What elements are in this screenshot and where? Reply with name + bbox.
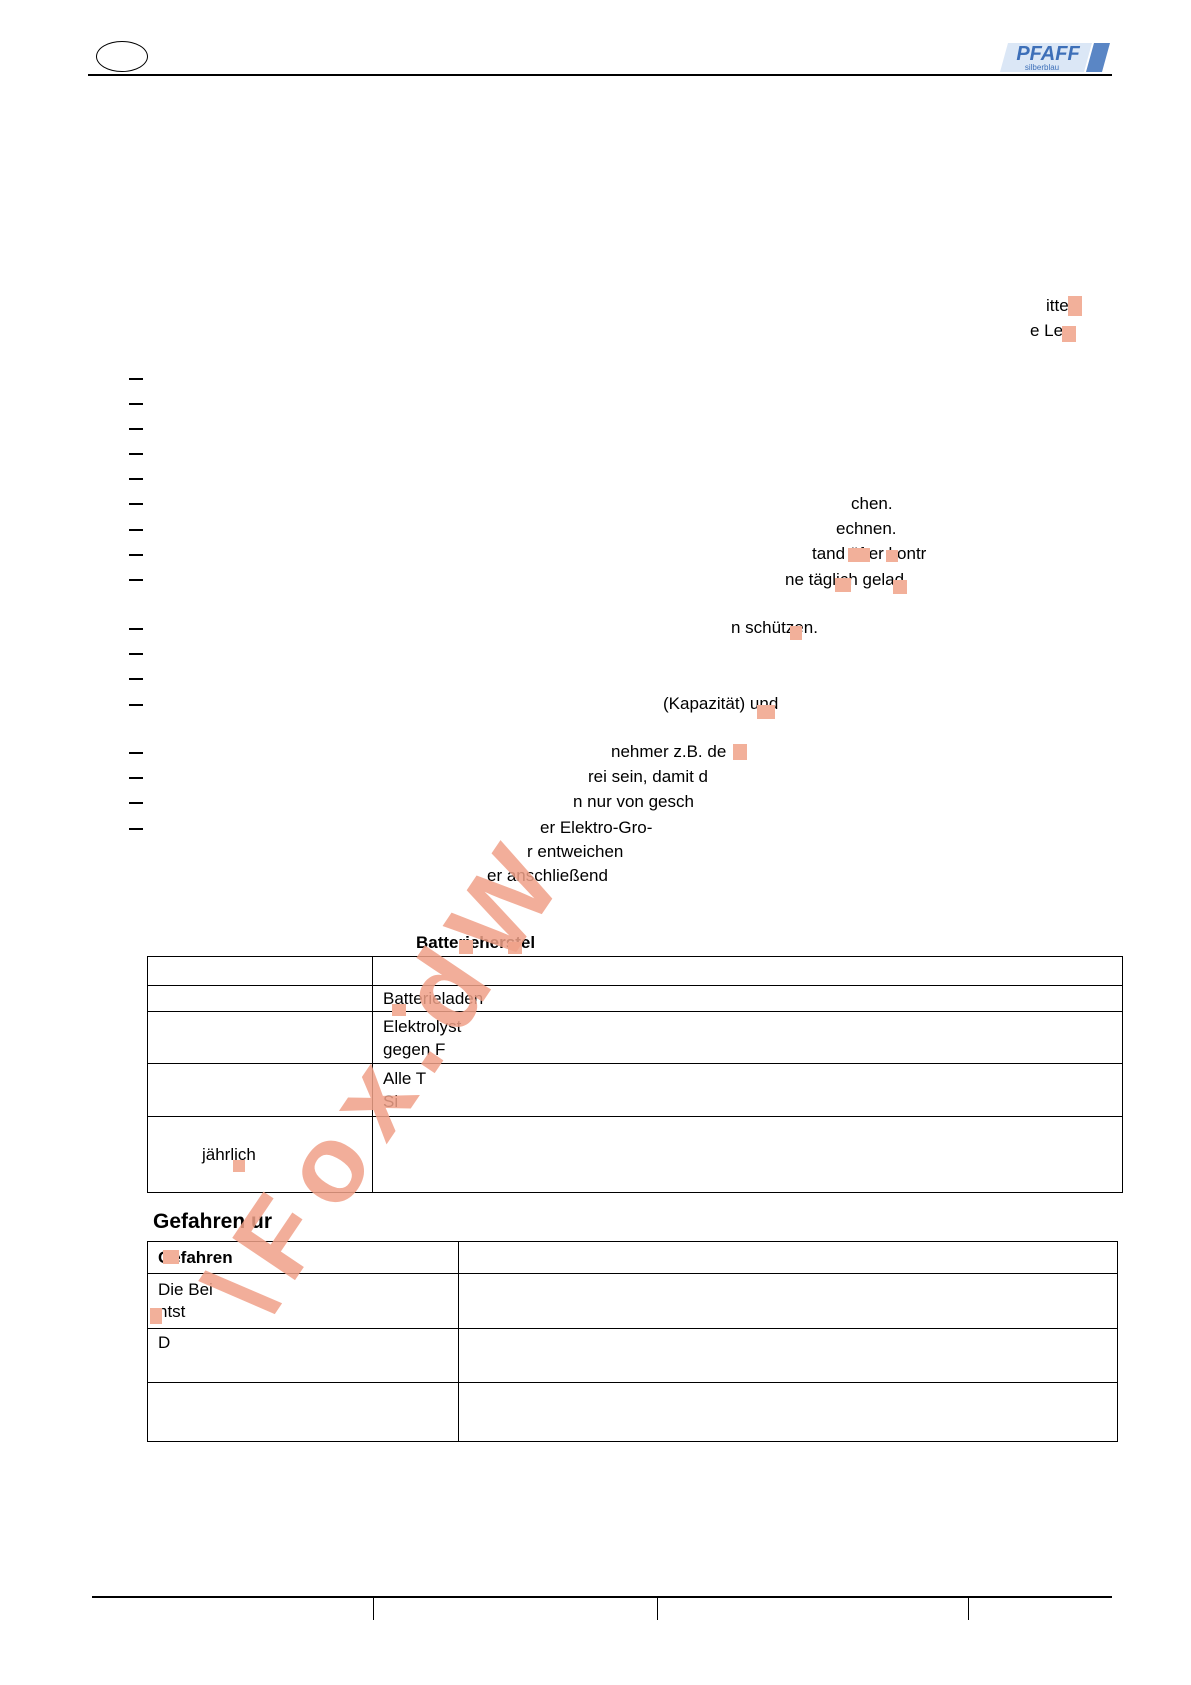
list-dash [129,554,143,556]
list-fragment: nehmer z.B. de [611,742,727,761]
list-dash [129,678,143,680]
footer-divider [373,1598,374,1620]
language-badge [96,41,148,72]
table-cell: Alle T Si [372,1063,1123,1117]
list-fragment: er Elektro-Gro- [540,818,653,837]
list-dash [129,579,143,581]
table-cell: Die Bei ntst [147,1273,459,1329]
table-cell-line: Si [383,1092,399,1111]
list-dash [129,704,143,706]
list-dash [129,828,143,830]
table-row: Elektrolyst gegen F [147,1011,1123,1064]
footer-rule [92,1596,1112,1598]
list-dash [129,529,143,531]
list-dash [129,777,143,779]
list-dash [129,403,143,405]
logo-subtitle: silberblau [1025,63,1059,72]
list-dash [129,802,143,804]
table-row: Die Bei ntst [147,1273,1118,1329]
list-fragment: rei sein, damit d [588,767,708,786]
header-rule [88,74,1112,76]
table-row: D [147,1328,1118,1383]
footer-divider [657,1598,658,1620]
battery-maintenance-table: Batterieladen Elektrolyst gegen F Alle T… [147,956,1123,1193]
intro-line2-fragment: e Le- [1030,321,1069,340]
table-header-cell: Gefahren [147,1241,459,1274]
list-fragment: r entweichen [527,842,624,861]
list-dash [129,453,143,455]
list-dash [129,752,143,754]
list-dash [129,378,143,380]
list-fragment: er anschließend [487,866,608,885]
table-cell: D [147,1328,459,1383]
table-cell-line: gegen F [383,1039,446,1059]
list-dash [129,428,143,430]
hazards-table: Gefahren Die Bei ntst D [147,1241,1118,1442]
logo-wordmark: PFAFF [1016,43,1080,65]
table-cell-line: ntst [158,1302,186,1321]
table-cell-line: Elektrolyst [383,1016,462,1036]
list-dash [129,653,143,655]
list-dash [129,478,143,480]
table-row [147,1382,1118,1442]
table-cell: jährlich [147,1116,373,1193]
intro-line1-fragment: itte [1046,296,1069,315]
list-fragment: (Kapazität) und [663,694,779,713]
list-dash [129,628,143,630]
list-dash [129,503,143,505]
table-row: Batterieladen [147,985,1123,1012]
table-row [147,956,1123,986]
pfaff-logo: PFAFF silberblau [998,41,1110,74]
list-fragment: chen. [851,494,893,513]
table-cell-line: Die Bei [158,1280,213,1299]
hazards-title: Gefahren ur [153,1210,273,1233]
list-fragment: echnen. [836,519,897,538]
table-row: jährlich [147,1116,1123,1193]
list-fragment: n nur von gesch [573,792,694,811]
table-cell-line: Alle T [383,1069,427,1088]
table1-caption: Batterieherstel [416,933,536,952]
footer-divider [968,1598,969,1620]
list-fragment: n schützen. [731,618,818,637]
